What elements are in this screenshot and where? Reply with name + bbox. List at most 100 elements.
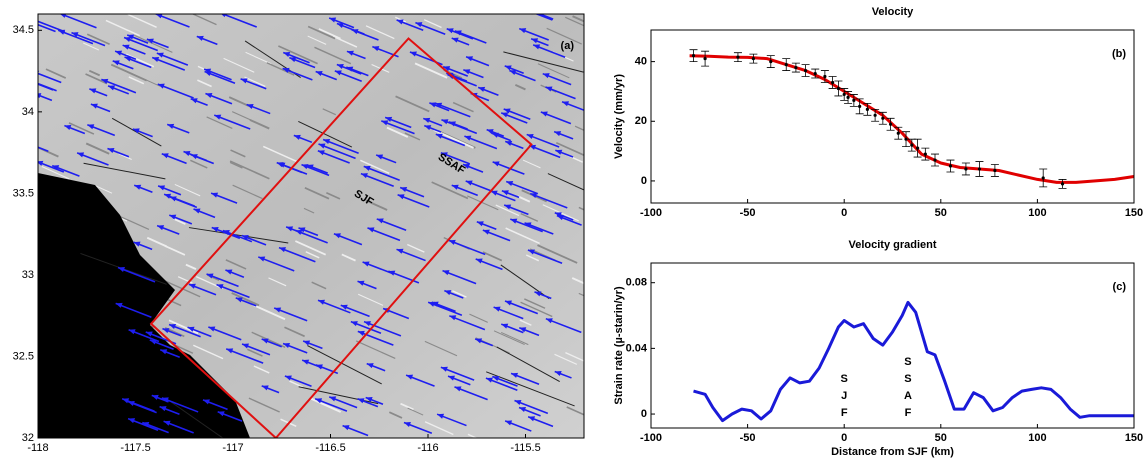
relief-ridge: [554, 353, 578, 365]
relief-ridge: [467, 433, 478, 438]
y-tick-label: 34.5: [13, 24, 34, 36]
arrow-head: [533, 44, 541, 50]
arrow-head: [503, 108, 511, 114]
arrow-head: [555, 149, 563, 155]
relief-ridge: [318, 28, 341, 40]
relief-ridge: [192, 14, 217, 26]
arrow-head: [340, 304, 348, 310]
relief-ridge: [223, 57, 255, 73]
velocity-arrow: [545, 317, 582, 334]
arrow-head: [221, 14, 226, 18]
arrow-head: [504, 65, 512, 71]
relief-ridge: [309, 397, 342, 413]
relief-ridge: [359, 159, 390, 174]
velocity-arrow: [157, 83, 194, 99]
relief-ridge: [185, 263, 197, 271]
relief-ridge: [517, 195, 531, 203]
chart-title: Velocity: [872, 6, 914, 18]
relief-ridge: [404, 132, 421, 141]
relief-ridge: [303, 207, 315, 214]
series-line: [689, 54, 1135, 184]
arrow-head: [282, 67, 290, 73]
ocean: [38, 173, 250, 438]
arrow-head: [466, 56, 474, 62]
arrow-head: [242, 343, 250, 349]
relief-ridge: [433, 129, 474, 149]
arrow-head: [17, 139, 24, 144]
velocity-arrow: [537, 14, 554, 20]
relief-ridge: [146, 236, 168, 248]
arrow-head: [284, 375, 292, 381]
arrow-head: [193, 208, 201, 214]
arrow-head: [357, 330, 365, 336]
relief-ridge: [495, 204, 520, 217]
relief-ridge: [467, 195, 499, 211]
data-point: [813, 71, 817, 76]
arrow-head: [107, 147, 115, 153]
data-point: [923, 152, 927, 156]
arrow-head: [501, 190, 509, 196]
x-tick-label: -100: [640, 432, 662, 444]
arrow-head: [77, 152, 85, 158]
arrow-head: [240, 78, 248, 84]
y-axis-label: Strain rate (µ-starin/yr): [613, 286, 625, 405]
relief-ridge: [229, 161, 243, 169]
arrow-head: [333, 233, 341, 239]
arrow-head: [323, 139, 331, 145]
arrow-head: [334, 70, 342, 76]
relief-ridge: [311, 281, 327, 290]
arrow-head: [318, 299, 326, 305]
data-point: [1060, 182, 1065, 186]
relief-ridge: [295, 240, 327, 256]
arrow-head: [357, 280, 365, 286]
arrow-head: [112, 60, 120, 66]
arrow-head: [132, 128, 140, 134]
relief-ridge: [572, 15, 584, 23]
relief-ridge: [524, 298, 546, 309]
fault-trace: [307, 345, 382, 385]
arrow-head: [440, 366, 448, 372]
arrow-head: [444, 290, 452, 296]
arrow-head: [400, 187, 408, 193]
arrow-head: [315, 70, 323, 76]
relief-ridge: [565, 352, 584, 362]
relief-ridge: [365, 25, 395, 40]
arrow-head: [362, 261, 370, 267]
arrow-head: [167, 123, 175, 129]
arrow-head: [60, 14, 67, 18]
relief-ridge: [423, 19, 442, 29]
arrow-head: [161, 153, 169, 159]
relief-ridge: [386, 126, 409, 138]
arrow-head: [155, 14, 163, 19]
relief-ridge: [431, 181, 469, 200]
arrow-head: [241, 235, 249, 241]
relief-ridge: [493, 330, 525, 346]
arrow-head: [134, 184, 142, 190]
relief-ridge: [578, 292, 584, 297]
relief-ridge: [249, 118, 270, 130]
arrow-head: [149, 339, 157, 345]
arrow-head: [145, 331, 153, 337]
arrow-head: [128, 418, 136, 424]
arrow-head: [217, 411, 225, 417]
arrow-head: [152, 57, 160, 63]
relief-ridge: [248, 397, 280, 413]
arrow-head: [397, 194, 405, 200]
arrow-head: [261, 385, 269, 391]
arrow-head: [385, 116, 393, 122]
arrow-head: [372, 46, 380, 52]
arrow-head: [531, 38, 539, 44]
relief-ridge: [314, 46, 352, 65]
data-point: [916, 146, 920, 150]
relief-ridge: [41, 166, 70, 180]
relief-ridge: [400, 402, 414, 411]
arrow-head: [530, 193, 538, 199]
velocity-arrow: [161, 397, 199, 413]
arrow-head: [118, 267, 126, 273]
arrow-head: [128, 329, 136, 335]
velocity-arrow: [363, 165, 400, 181]
data-point: [803, 68, 808, 73]
arrow-head: [225, 269, 233, 275]
relief-ridge: [125, 53, 155, 68]
arrow-head: [441, 119, 449, 125]
